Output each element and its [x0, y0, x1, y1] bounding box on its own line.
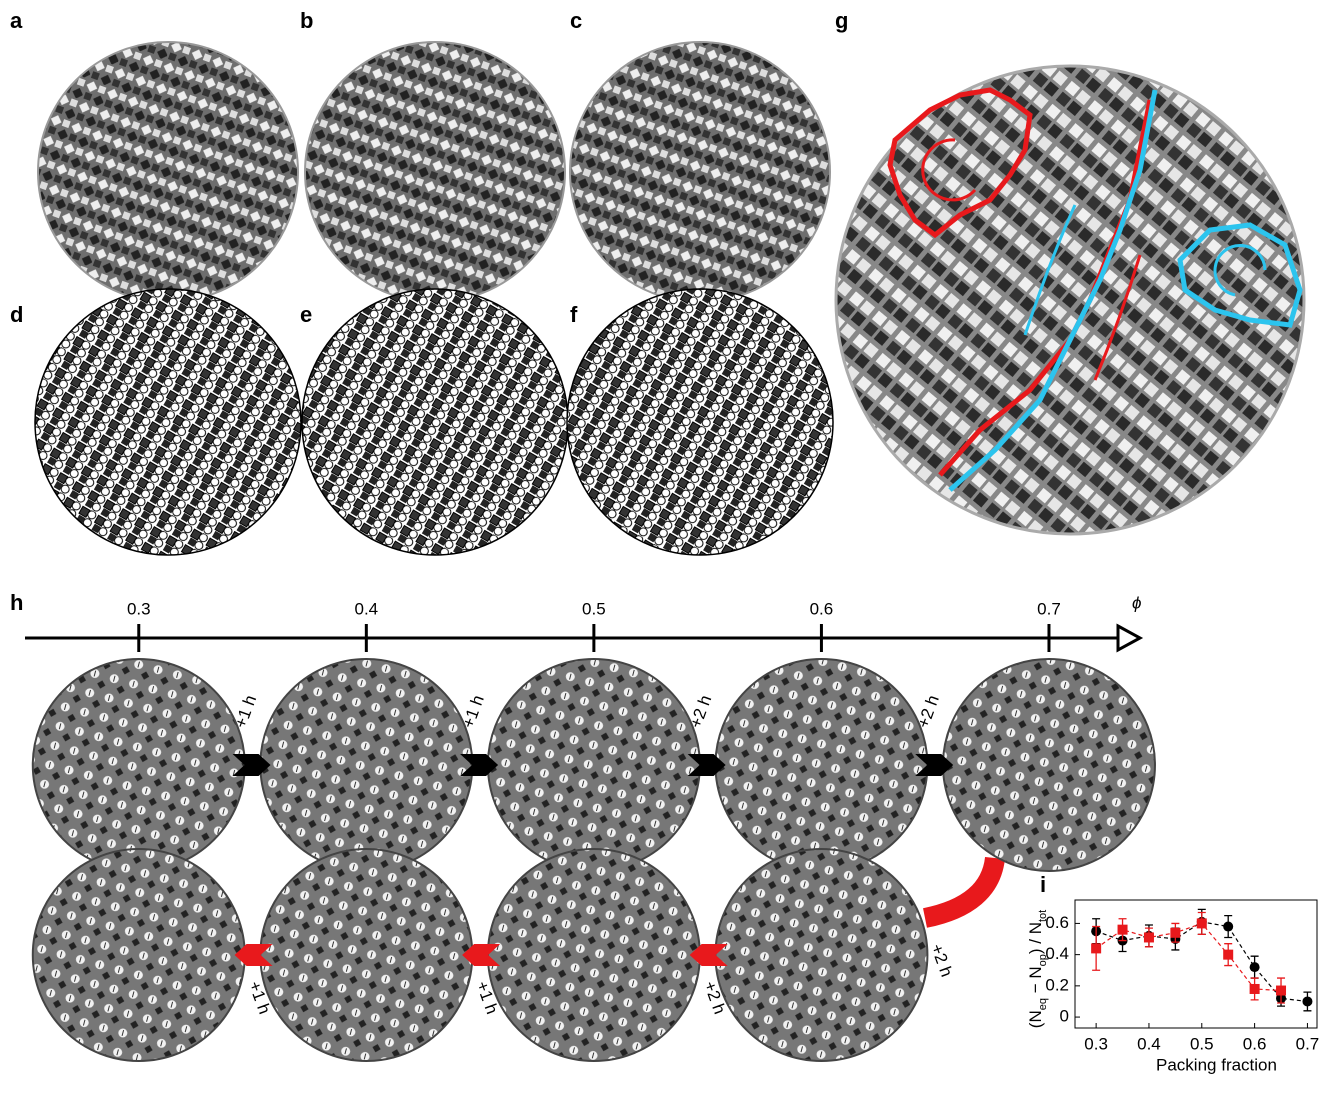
point [1170, 928, 1180, 938]
point [1250, 962, 1260, 972]
tick-label: 0.5 [582, 599, 606, 618]
photo [33, 849, 245, 1061]
panel-label: h [10, 590, 23, 615]
tick-label: 0.4 [355, 599, 379, 618]
point [1144, 932, 1154, 942]
axis-arrow [1118, 626, 1140, 650]
step-label: +2 h [914, 693, 943, 731]
tick-label: 0.6 [810, 599, 834, 618]
label-part: ) / N [1026, 922, 1045, 954]
x-tick-label: 0.7 [1296, 1034, 1320, 1053]
panel-label: i [1040, 872, 1046, 897]
photo [260, 659, 472, 871]
photo [260, 849, 472, 1061]
photo [836, 66, 1304, 534]
panel-g [836, 66, 1304, 534]
step-label: +2 h [927, 941, 956, 979]
simulation [302, 289, 568, 555]
panel-label: a [10, 8, 23, 33]
simulation [567, 289, 833, 555]
plot-frame [1075, 900, 1317, 1028]
photo [33, 659, 245, 871]
x-tick-label: 0.3 [1084, 1034, 1108, 1053]
point [1250, 984, 1260, 994]
panel-label: f [570, 302, 578, 327]
point [1091, 943, 1101, 953]
x-axis-label: Packing fraction [1156, 1055, 1277, 1074]
photo [570, 42, 830, 302]
label-part: eq [1037, 998, 1049, 1010]
photo [715, 849, 927, 1061]
figure: a b c g d e f h i ϕ +2 h 0.3 0.4 0.5 0.6 0.7… [0, 0, 1320, 1113]
x-tick-label: 0.4 [1137, 1034, 1161, 1053]
return-arrow [925, 858, 995, 918]
tick-label: 0.7 [1037, 599, 1061, 618]
photo [38, 42, 298, 302]
experiment-images [38, 42, 830, 302]
y-tick-label: 0.2 [1045, 975, 1069, 994]
point [1302, 996, 1312, 1006]
photo [715, 659, 927, 871]
y-tick-label: 0 [1060, 1007, 1069, 1026]
label-part: op [1037, 954, 1049, 966]
step-label: +2 h [686, 693, 715, 731]
photo [305, 42, 565, 302]
panel-label: b [300, 8, 313, 33]
panel-label: e [300, 302, 312, 327]
point [1197, 918, 1207, 928]
point [1223, 922, 1233, 932]
point [1276, 986, 1286, 996]
label-part: (N [1026, 1010, 1045, 1028]
point [1223, 950, 1233, 960]
point [1118, 925, 1128, 935]
panel-label: g [835, 8, 848, 33]
label-part: − N [1026, 966, 1045, 998]
photo [943, 659, 1155, 871]
label-part: tot [1037, 910, 1049, 922]
simulation-images [35, 289, 833, 555]
x-tick-label: 0.5 [1190, 1034, 1214, 1053]
step-label: +1 h [458, 693, 487, 731]
panel-label: c [570, 8, 582, 33]
x-tick-label: 0.6 [1243, 1034, 1267, 1053]
photo [488, 659, 700, 871]
photo [488, 849, 700, 1061]
axis-symbol: ϕ [1132, 593, 1141, 612]
panel-label: d [10, 302, 23, 327]
tick-label: 0.3 [127, 599, 151, 618]
simulation [35, 289, 301, 555]
step-label: +1 h [231, 693, 260, 731]
